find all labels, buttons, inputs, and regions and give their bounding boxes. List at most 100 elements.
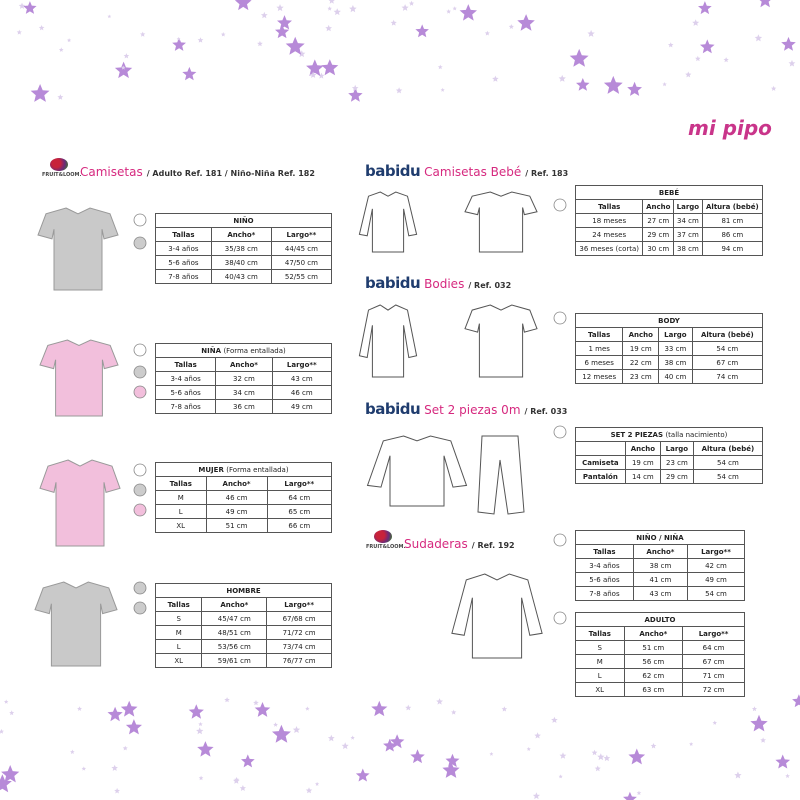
star	[371, 700, 388, 717]
star	[436, 698, 443, 705]
star	[77, 706, 82, 711]
size-icon	[133, 385, 147, 399]
brand-logo: babidu	[365, 162, 421, 180]
star	[603, 75, 623, 94]
cell: 38 cm	[632, 558, 688, 573]
header-cell: Altura (bebé)	[692, 441, 764, 456]
cell: 54 cm	[692, 469, 764, 484]
data-row: M 46 cm 64 cm	[155, 490, 333, 505]
star	[723, 57, 729, 63]
cell: 1 mes	[574, 341, 624, 356]
brand-logo: mi pipo	[688, 116, 772, 140]
size-table: HOMBRE Tallas Ancho* Largo** S 45/47 cm 67/68 …	[154, 583, 332, 668]
star	[383, 738, 397, 752]
star	[792, 694, 800, 708]
table-title-row: HOMBRE	[155, 583, 332, 598]
size-icon	[553, 198, 567, 212]
star	[107, 706, 123, 722]
cell: 19 cm	[622, 341, 660, 356]
star	[446, 9, 451, 14]
data-row: S 45/47 cm 67/68 cm	[154, 611, 332, 626]
header-cell: Ancho*	[623, 626, 684, 641]
star	[636, 790, 642, 795]
garment	[37, 207, 119, 291]
cell: 23 cm	[659, 455, 694, 470]
star	[771, 85, 777, 91]
star	[700, 39, 715, 54]
section-ref: / Ref. 192	[471, 541, 515, 550]
cell: 43 cm	[271, 371, 333, 386]
garment	[39, 339, 119, 417]
header-cell: Ancho*	[632, 544, 688, 559]
table-title: ADULTO	[644, 615, 676, 624]
cell: 38 cm	[673, 241, 703, 256]
header-cell: Ancho*	[205, 476, 268, 491]
header-cell: Tallas	[155, 476, 207, 491]
size-table: SET 2 PIEZAS (talla nacimiento) Ancho Larg…	[575, 427, 764, 484]
star	[559, 752, 567, 759]
header-cell: Ancho*	[210, 227, 272, 242]
cell: 46 cm	[205, 490, 268, 505]
cell: 46 cm	[271, 385, 333, 400]
cell: 51 cm	[205, 518, 268, 533]
star	[23, 1, 37, 14]
cell: 54 cm	[691, 341, 764, 356]
star	[750, 714, 768, 732]
data-row: 1 mes 19 cm 33 cm 54 cm	[574, 341, 764, 356]
table: NIÑO Tallas Ancho* Largo** 3-4 años 35/38 cm 4…	[155, 213, 333, 284]
star	[445, 753, 460, 768]
size-icon	[133, 236, 147, 250]
data-row: 5-6 años 34 cm 46 cm	[154, 385, 333, 400]
header-cell: Ancho	[622, 327, 660, 342]
table-title-row: NIÑO / NIÑA	[575, 530, 745, 545]
cell: 59/61 cm	[201, 653, 268, 668]
cell: 67/68 cm	[266, 611, 332, 626]
cell: 35/38 cm	[210, 241, 272, 256]
star	[197, 37, 204, 43]
header-cell: Largo**	[270, 227, 333, 242]
cell: 5-6 años	[155, 255, 212, 270]
table-title-cell: NIÑO / NIÑA	[575, 530, 745, 545]
star	[558, 774, 563, 779]
cell: 12 meses	[574, 369, 624, 384]
cell: 44/45 cm	[270, 241, 333, 256]
size-icon	[133, 503, 147, 517]
cell: 37 cm	[673, 227, 703, 242]
data-row: Pantalón 14 cm 29 cm 54 cm	[575, 469, 764, 484]
header-cell: Largo	[659, 441, 694, 456]
cell: XL	[155, 518, 207, 533]
cell: 64 cm	[266, 490, 333, 505]
table-title-cell: BODY	[575, 313, 763, 328]
star	[188, 704, 204, 719]
header-row: Tallas Ancho* Largo**	[575, 544, 746, 559]
data-row: XL 59/61 cm 76/77 cm	[154, 653, 332, 668]
table-title: BODY	[658, 316, 680, 325]
star	[309, 71, 317, 78]
cell: 51 cm	[623, 640, 684, 655]
cell: M	[155, 490, 207, 505]
star	[3, 699, 9, 704]
section-title: Bodies	[424, 277, 465, 291]
star	[526, 746, 531, 751]
star	[327, 6, 332, 11]
data-row: 3-4 años 38 cm 42 cm	[575, 558, 746, 573]
star	[333, 8, 341, 16]
header-cell: Ancho	[624, 441, 661, 456]
data-row: L 49 cm 65 cm	[155, 504, 333, 519]
cell: 54 cm	[692, 455, 764, 470]
star	[114, 787, 120, 794]
star	[754, 34, 763, 42]
header-cell: Largo**	[266, 597, 332, 612]
star	[698, 1, 712, 15]
cell: Pantalón	[575, 469, 626, 484]
cell: 63 cm	[623, 682, 684, 697]
star	[18, 2, 26, 9]
cell: 32 cm	[215, 371, 273, 386]
cell: 49 cm	[205, 504, 268, 519]
cell: 23 cm	[622, 369, 660, 384]
garment	[477, 435, 525, 515]
cell: 14 cm	[624, 469, 661, 484]
size-icon	[133, 581, 147, 595]
cell: 81 cm	[701, 213, 764, 228]
